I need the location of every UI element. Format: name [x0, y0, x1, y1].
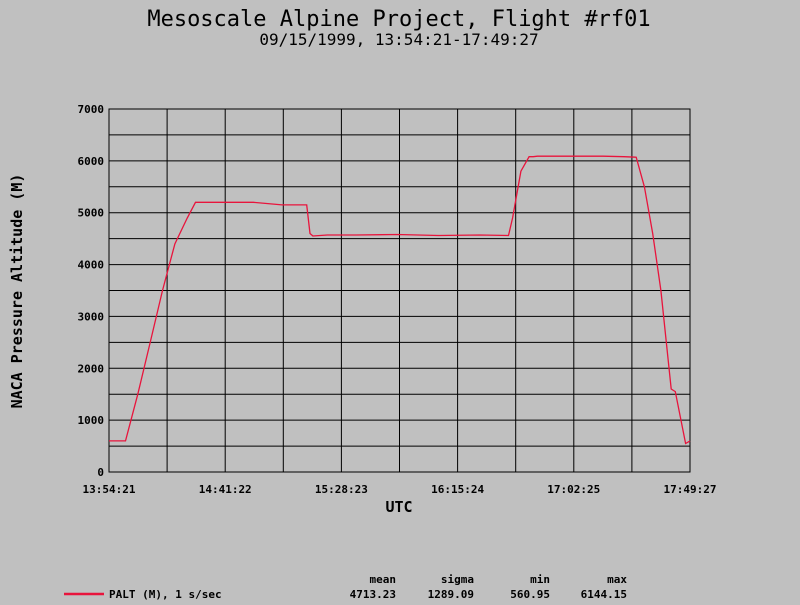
grid	[108, 108, 691, 473]
x-axis-ticks: 13:54:21 14:41:22 15:28:23 16:15:24 17:02:25…	[83, 483, 717, 496]
series-group	[109, 155, 691, 445]
y-tick-label: 0	[97, 466, 104, 479]
stat-header-min: min	[530, 573, 550, 586]
x-tick-label: 14:41:22	[199, 483, 252, 496]
chart-subtitle: 09/15/1999, 13:54:21-17:49:27	[259, 30, 538, 49]
legend-label: PALT (M), 1 s/sec	[109, 588, 222, 601]
plot-frame	[108, 108, 691, 473]
stat-header-mean: mean	[370, 573, 397, 586]
stat-value-min: 560.95	[510, 588, 550, 601]
x-tick-label: 15:28:23	[315, 483, 368, 496]
x-tick-label: 16:15:24	[431, 483, 484, 496]
y-tick-label: 5000	[78, 207, 105, 220]
y-tick-label: 1000	[78, 414, 105, 427]
stat-header-max: max	[607, 573, 627, 586]
y-axis-ticks: 0 1000 2000 3000 4000 5000 6000 7000	[78, 103, 105, 479]
x-tick-label: 13:54:21	[83, 483, 136, 496]
stat-value-mean: 4713.23	[350, 588, 396, 601]
stat-value-max: 6144.15	[581, 588, 627, 601]
y-tick-label: 3000	[78, 310, 105, 323]
x-axis-label: UTC	[385, 498, 412, 516]
y-tick-label: 6000	[78, 155, 105, 168]
y-tick-label: 7000	[78, 103, 105, 116]
y-axis-label: NACA Pressure Altitude (M)	[8, 174, 26, 409]
x-tick-label: 17:49:27	[664, 483, 717, 496]
stat-header-sigma: sigma	[441, 573, 474, 586]
y-tick-label: 2000	[78, 362, 105, 375]
chart-title: Mesoscale Alpine Project, Flight #rf01	[147, 7, 650, 32]
y-tick-label: 4000	[78, 259, 105, 272]
stat-value-sigma: 1289.09	[428, 588, 474, 601]
series-line-palt	[109, 155, 691, 445]
x-tick-label: 17:02:25	[547, 483, 600, 496]
